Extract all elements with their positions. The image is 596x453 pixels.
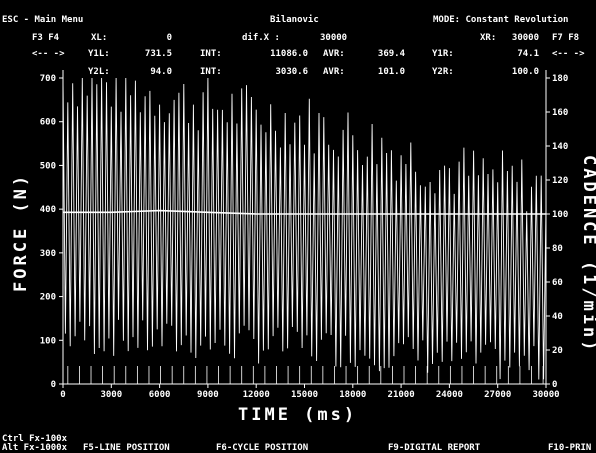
y-tick-label-left: 500 bbox=[40, 161, 56, 171]
x-tick-label: 3000 bbox=[100, 390, 122, 400]
ctrl-zoom-hint: Ctrl Fx-100x bbox=[2, 434, 68, 444]
y2r-label: Y2R: bbox=[432, 67, 454, 77]
y-tick-label-left: 0 bbox=[51, 380, 56, 390]
y-tick-label-left: 100 bbox=[40, 336, 56, 346]
y-tick-label-left: 200 bbox=[40, 293, 56, 303]
y-tick-label-right: 140 bbox=[552, 142, 568, 152]
y1l-label: Y1L: bbox=[88, 49, 110, 59]
difx-label: dif.X : bbox=[242, 33, 280, 43]
y-tick-label-right: 120 bbox=[552, 176, 568, 186]
y-tick-label-right: 20 bbox=[552, 346, 563, 356]
x-tick-label: 6000 bbox=[149, 390, 171, 400]
cursor-right-arrows[interactable]: <-- -> bbox=[552, 49, 585, 59]
x-tick-label: 24000 bbox=[436, 390, 463, 400]
difx-value: 30000 bbox=[320, 33, 348, 43]
y1r-value: 74.1 bbox=[517, 49, 539, 59]
xr-label: XR: bbox=[480, 33, 497, 43]
y1l-value: 731.5 bbox=[144, 49, 172, 59]
x-tick-label: 21000 bbox=[388, 390, 415, 400]
subject-name: Bilanovic bbox=[270, 15, 319, 25]
f6-cycle-position-key[interactable]: F6-CYCLE POSITION bbox=[216, 443, 309, 453]
x-tick-label: 0 bbox=[60, 390, 65, 400]
y2l-value: 94.0 bbox=[150, 67, 172, 77]
y-tick-label-left: 700 bbox=[40, 74, 56, 84]
cursor-left-keys[interactable]: F3 F4 bbox=[32, 33, 60, 43]
cadence-trace bbox=[63, 209, 546, 215]
y-tick-label-right: 0 bbox=[552, 380, 557, 390]
f5-line-position-key[interactable]: F5-LINE POSITION bbox=[83, 443, 170, 453]
f9-digital-report-key[interactable]: F9-DIGITAL REPORT bbox=[388, 443, 481, 453]
y-tick-label-left: 300 bbox=[40, 249, 56, 259]
y-tick-label-right: 160 bbox=[552, 108, 568, 118]
x-tick-label: 9000 bbox=[197, 390, 219, 400]
x-axis-title: TIME (ms) bbox=[238, 405, 358, 425]
esc-main-menu-hint[interactable]: ESC - Main Menu bbox=[2, 15, 84, 25]
y-axis-title-left: FORCE (N) bbox=[11, 172, 31, 292]
x-tick-label: 30000 bbox=[532, 390, 559, 400]
y2r-value: 100.0 bbox=[511, 67, 539, 77]
y-tick-label-right: 60 bbox=[552, 278, 563, 288]
y-tick-label-right: 40 bbox=[552, 312, 563, 322]
xl-label: XL: bbox=[91, 33, 108, 43]
int2-value: 3030.6 bbox=[275, 67, 308, 77]
f10-print-key[interactable]: F10-PRIN bbox=[548, 443, 592, 453]
mode-label: MODE: Constant Revolution bbox=[433, 15, 569, 25]
y-tick-label-right: 100 bbox=[552, 210, 568, 220]
y1r-label: Y1R: bbox=[432, 49, 454, 59]
alt-zoom-hint: Alt Fx-1000x bbox=[2, 443, 68, 453]
chart-traces bbox=[62, 77, 547, 384]
y2l-label: Y2L: bbox=[88, 67, 110, 77]
int1-value: 11086.0 bbox=[270, 49, 308, 59]
y-tick-label-right: 180 bbox=[552, 74, 568, 84]
cursor-right-keys[interactable]: F7 F8 bbox=[552, 33, 580, 43]
chart-ticks: 0 3000 6000 9000 12000 15000 18000 21000 24000 27… bbox=[40, 74, 569, 400]
int2-label: INT: bbox=[200, 67, 222, 77]
x-tick-label: 18000 bbox=[339, 390, 366, 400]
int1-label: INT: bbox=[200, 49, 222, 59]
xr-value: 30000 bbox=[511, 33, 539, 43]
y-axis-title-right: CADENCE (1/min) bbox=[579, 155, 596, 354]
xl-value: 0 bbox=[166, 33, 172, 43]
avr1-label: AVR: bbox=[323, 49, 345, 59]
avr2-value: 101.0 bbox=[377, 67, 405, 77]
force-trace bbox=[62, 77, 547, 380]
avr1-value: 369.4 bbox=[377, 49, 405, 59]
y-tick-label-left: 400 bbox=[40, 205, 56, 215]
x-tick-label: 27000 bbox=[484, 390, 511, 400]
x-tick-label: 15000 bbox=[291, 390, 318, 400]
cursor-left-arrows[interactable]: <-- -> bbox=[32, 49, 65, 59]
y-tick-label-right: 80 bbox=[552, 244, 563, 254]
x-tick-label: 12000 bbox=[243, 390, 270, 400]
y-tick-label-left: 600 bbox=[40, 118, 56, 128]
avr2-label: AVR: bbox=[323, 67, 345, 77]
